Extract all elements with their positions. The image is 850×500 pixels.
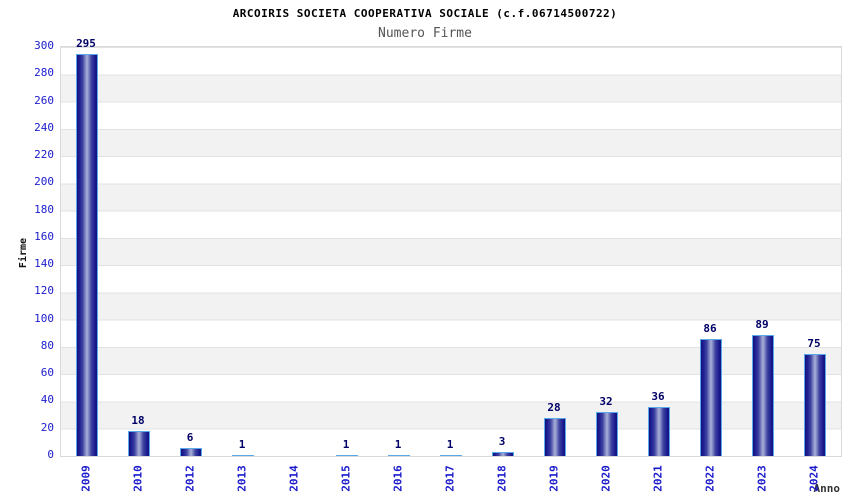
x-axis-title: Anno	[813, 482, 841, 495]
x-tick-label: 2022	[703, 465, 717, 492]
bar	[700, 338, 722, 456]
bar-value-label: 1	[446, 437, 454, 451]
y-tick-label: 80	[40, 338, 54, 352]
x-tick-label: 2020	[599, 465, 613, 492]
bar	[128, 431, 150, 456]
bar-value-label: 89	[755, 317, 769, 331]
x-tick-label: 2015	[339, 465, 353, 492]
y-tick-label: 300	[34, 39, 54, 52]
y-tick-label: 40	[40, 393, 54, 407]
y-tick-label: 20	[40, 420, 54, 434]
bar-value-label: 3	[498, 434, 506, 448]
x-tick-label: 2018	[495, 465, 509, 492]
y-tick-label: 120	[34, 284, 54, 298]
bar-value-label: 18	[131, 414, 145, 428]
x-tick-label: 2021	[651, 465, 665, 492]
bar	[440, 454, 462, 456]
bar	[544, 417, 566, 456]
y-tick-label: 140	[34, 257, 54, 271]
bar-value-label: 1	[342, 437, 350, 451]
bar	[232, 454, 254, 456]
bar-value-label: 32	[599, 395, 613, 409]
bar-value-label: 36	[651, 389, 665, 403]
x-tick-label: 2012	[183, 465, 197, 492]
bar	[596, 412, 618, 456]
y-tick-label: 60	[40, 366, 54, 380]
x-tick-label: 2009	[79, 465, 93, 492]
x-tick-label: 2016	[391, 465, 405, 492]
y-tick-label: 240	[34, 120, 54, 134]
bar-value-label: 1	[394, 437, 402, 451]
x-tick-label: 2014	[287, 465, 301, 492]
x-tick-label: 2017	[443, 465, 457, 492]
y-tick-label: 220	[34, 148, 54, 162]
x-tick-label: 2010	[131, 465, 145, 492]
bar-value-label: 6	[186, 430, 194, 444]
bar-value-label: 86	[703, 321, 717, 335]
bar	[752, 334, 774, 456]
bar-value-label: 75	[807, 336, 821, 350]
bar	[648, 406, 670, 456]
bar	[76, 53, 98, 456]
bar-value-label: 28	[547, 400, 561, 414]
y-tick-label: 100	[34, 311, 54, 325]
y-tick-label: 160	[34, 229, 54, 243]
chart-subtitle: Numero Firme	[378, 26, 472, 41]
y-tick-label: 0	[47, 448, 54, 461]
y-tick-label: 180	[34, 202, 54, 216]
bar	[492, 451, 514, 456]
y-tick-label: 260	[34, 93, 54, 107]
x-tick-label: 2024	[807, 465, 821, 492]
bar-value-label: 1	[238, 437, 246, 451]
y-tick-label: 280	[34, 66, 54, 80]
chart-title: ARCOIRIS SOCIETA COOPERATIVA SOCIALE (c.…	[232, 7, 618, 20]
bar	[180, 447, 202, 456]
plot-area	[60, 46, 842, 457]
x-tick-label: 2013	[235, 465, 249, 492]
bar	[804, 353, 826, 456]
x-tick-label: 2023	[755, 465, 769, 492]
bar	[388, 454, 410, 456]
y-tick-label: 200	[34, 175, 54, 189]
bar-value-label: 295	[76, 36, 96, 50]
x-tick-label: 2019	[547, 465, 561, 492]
bar	[336, 454, 358, 456]
